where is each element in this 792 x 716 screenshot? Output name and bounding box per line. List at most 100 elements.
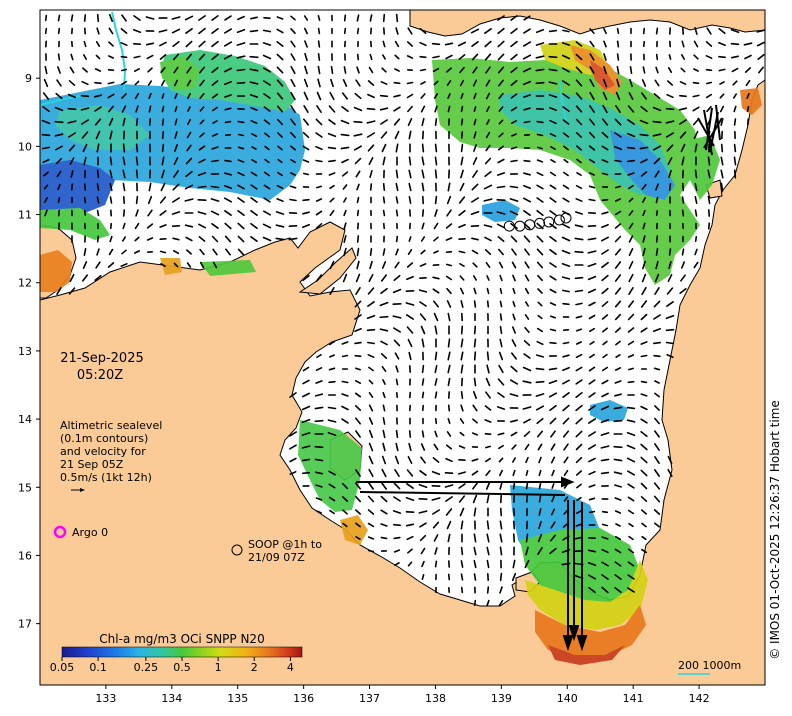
velocity-arrow xyxy=(133,55,141,59)
velocity-arrow xyxy=(653,482,661,490)
velocity-arrow xyxy=(211,235,219,243)
velocity-arrow xyxy=(561,289,571,293)
velocity-arrow xyxy=(407,27,413,35)
velocity-arrow xyxy=(561,262,571,268)
velocity-arrow xyxy=(733,156,737,166)
velocity-arrow xyxy=(497,53,505,61)
velocity-arrow xyxy=(510,159,518,163)
velocity-arrow xyxy=(641,92,647,100)
velocity-arrow xyxy=(602,340,608,346)
velocity-arrow xyxy=(328,119,336,125)
velocity-arrow xyxy=(420,93,426,99)
velocity-arrow xyxy=(95,40,101,48)
velocity-arrow xyxy=(354,300,362,308)
velocity-arrow xyxy=(379,107,389,111)
velocity-arrow xyxy=(161,130,165,140)
velocity-arrow xyxy=(340,146,350,150)
velocity-arrow xyxy=(148,182,152,192)
velocity-arrow xyxy=(484,249,492,255)
velocity-arrow xyxy=(277,145,283,151)
x-tick-label: 137 xyxy=(359,692,380,705)
velocity-arrow xyxy=(655,66,659,74)
velocity-arrow xyxy=(574,224,584,228)
velocity-arrow xyxy=(329,197,335,203)
velocity-arrow xyxy=(262,54,272,60)
velocity-arrow xyxy=(641,197,647,203)
velocity-arrow xyxy=(277,158,283,164)
velocity-arrow xyxy=(199,106,205,112)
velocity-arrow xyxy=(642,260,646,270)
velocity-arrow xyxy=(589,340,595,346)
velocity-arrow xyxy=(496,185,506,189)
velocity-arrow xyxy=(510,66,518,74)
velocity-arrow xyxy=(198,223,206,229)
velocity-arrow xyxy=(421,364,425,374)
velocity-arrow xyxy=(587,444,597,450)
velocity-arrow xyxy=(354,379,362,385)
velocity-arrow xyxy=(575,132,583,138)
velocity-arrow xyxy=(588,131,596,139)
velocity-arrow xyxy=(575,353,583,359)
velocity-arrow xyxy=(523,418,531,424)
velocity-arrow xyxy=(538,520,542,530)
velocity-arrow xyxy=(522,94,532,98)
velocity-arrow xyxy=(485,131,491,139)
velocity-arrow xyxy=(640,443,648,451)
velocity-arrow xyxy=(498,92,504,100)
velocity-arrow xyxy=(535,81,545,85)
velocity-arrow xyxy=(589,40,595,48)
velocity-arrow xyxy=(408,442,412,452)
velocity-arrow xyxy=(496,406,506,410)
velocity-arrow xyxy=(316,91,322,101)
velocity-arrow xyxy=(603,53,607,61)
velocity-arrow xyxy=(666,144,674,152)
velocity-arrow xyxy=(407,118,413,126)
velocity-arrow xyxy=(329,91,335,101)
velocity-arrow xyxy=(473,573,477,581)
velocity-arrow xyxy=(303,15,309,21)
velocity-arrow xyxy=(419,41,427,47)
velocity-arrow xyxy=(41,119,51,125)
velocity-arrow xyxy=(314,445,324,449)
velocity-arrow xyxy=(693,261,699,269)
velocity-arrow xyxy=(172,249,180,255)
velocity-arrow xyxy=(249,68,259,72)
velocity-arrow xyxy=(718,27,726,35)
velocity-arrow xyxy=(497,40,505,48)
velocity-arrow xyxy=(419,27,427,35)
chl-ne-green xyxy=(432,58,700,285)
velocity-arrow xyxy=(499,313,503,321)
velocity-arrow xyxy=(434,430,438,438)
velocity-arrow xyxy=(122,169,126,179)
velocity-arrow xyxy=(275,237,285,241)
velocity-arrow xyxy=(408,182,412,192)
velocity-arrow xyxy=(420,443,426,451)
velocity-arrow xyxy=(486,586,490,594)
velocity-arrow xyxy=(667,273,673,283)
velocity-arrow xyxy=(329,286,335,296)
velocity-arrow xyxy=(601,392,609,398)
velocity-arrow xyxy=(433,443,439,451)
velocity-arrow xyxy=(382,183,386,191)
velocity-arrow xyxy=(392,288,402,294)
velocity-arrow xyxy=(615,340,621,346)
velocity-arrow xyxy=(522,54,532,60)
velocity-arrow xyxy=(327,132,337,138)
velocity-arrow xyxy=(627,184,635,190)
velocity-arrow xyxy=(459,507,465,517)
velocity-arrow xyxy=(498,119,504,125)
velocity-arrow xyxy=(667,67,673,73)
velocity-arrow xyxy=(356,260,360,270)
velocity-arrow xyxy=(460,325,464,335)
velocity-arrow xyxy=(393,118,401,126)
velocity-arrow xyxy=(522,185,532,189)
velocity-arrow xyxy=(161,169,165,179)
velocity-arrow xyxy=(96,209,100,217)
velocity-arrow xyxy=(627,340,635,346)
velocity-arrow xyxy=(509,393,519,397)
description-block: Altimetric sealevel (0.1m contours) and … xyxy=(60,419,162,492)
velocity-arrow xyxy=(275,224,285,228)
velocity-arrow xyxy=(524,559,530,569)
velocity-arrow xyxy=(486,300,490,308)
velocity-arrow xyxy=(538,482,542,490)
